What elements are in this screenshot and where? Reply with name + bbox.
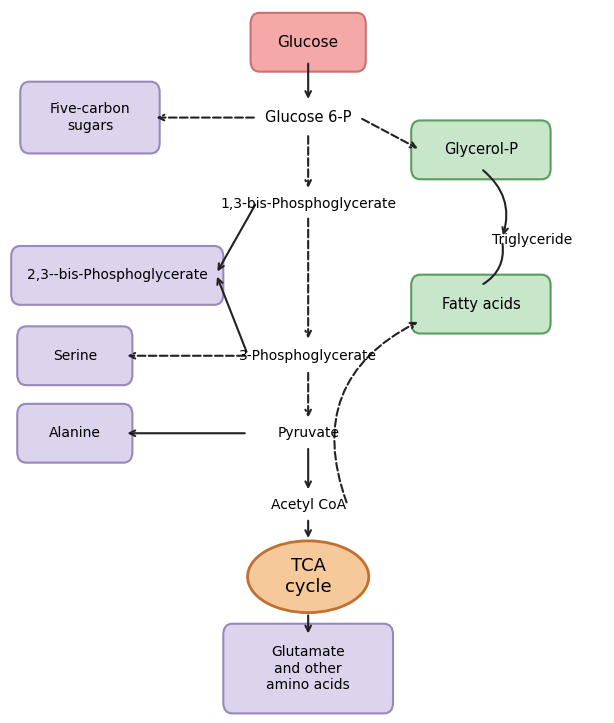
Text: Glucose: Glucose (278, 35, 339, 50)
FancyBboxPatch shape (223, 624, 393, 714)
Text: Serine: Serine (53, 348, 97, 363)
Text: Triglyceride: Triglyceride (492, 233, 572, 247)
Text: Glutamate
and other
amino acids: Glutamate and other amino acids (266, 646, 350, 692)
Text: Fatty acids: Fatty acids (441, 296, 520, 312)
Text: Glycerol-P: Glycerol-P (444, 142, 518, 158)
Text: Five-carbon
sugars: Five-carbon sugars (50, 103, 130, 132)
FancyBboxPatch shape (11, 246, 223, 305)
FancyBboxPatch shape (411, 121, 551, 179)
FancyBboxPatch shape (20, 82, 160, 153)
Text: 2,3--bis-Phosphoglycerate: 2,3--bis-Phosphoglycerate (27, 268, 208, 283)
FancyBboxPatch shape (411, 275, 551, 333)
Text: 3-Phosphoglycerate: 3-Phosphoglycerate (239, 348, 377, 363)
Text: Pyruvate: Pyruvate (277, 427, 339, 440)
Text: TCA
cycle: TCA cycle (285, 557, 332, 596)
Text: Glucose 6-P: Glucose 6-P (265, 110, 351, 125)
Ellipse shape (247, 541, 369, 612)
FancyBboxPatch shape (251, 13, 366, 72)
FancyBboxPatch shape (17, 326, 133, 385)
Text: 1,3-bis-Phosphoglycerate: 1,3-bis-Phosphoglycerate (220, 197, 396, 210)
Text: Acetyl CoA: Acetyl CoA (271, 498, 346, 512)
FancyBboxPatch shape (17, 404, 133, 463)
Text: Alanine: Alanine (49, 427, 101, 440)
